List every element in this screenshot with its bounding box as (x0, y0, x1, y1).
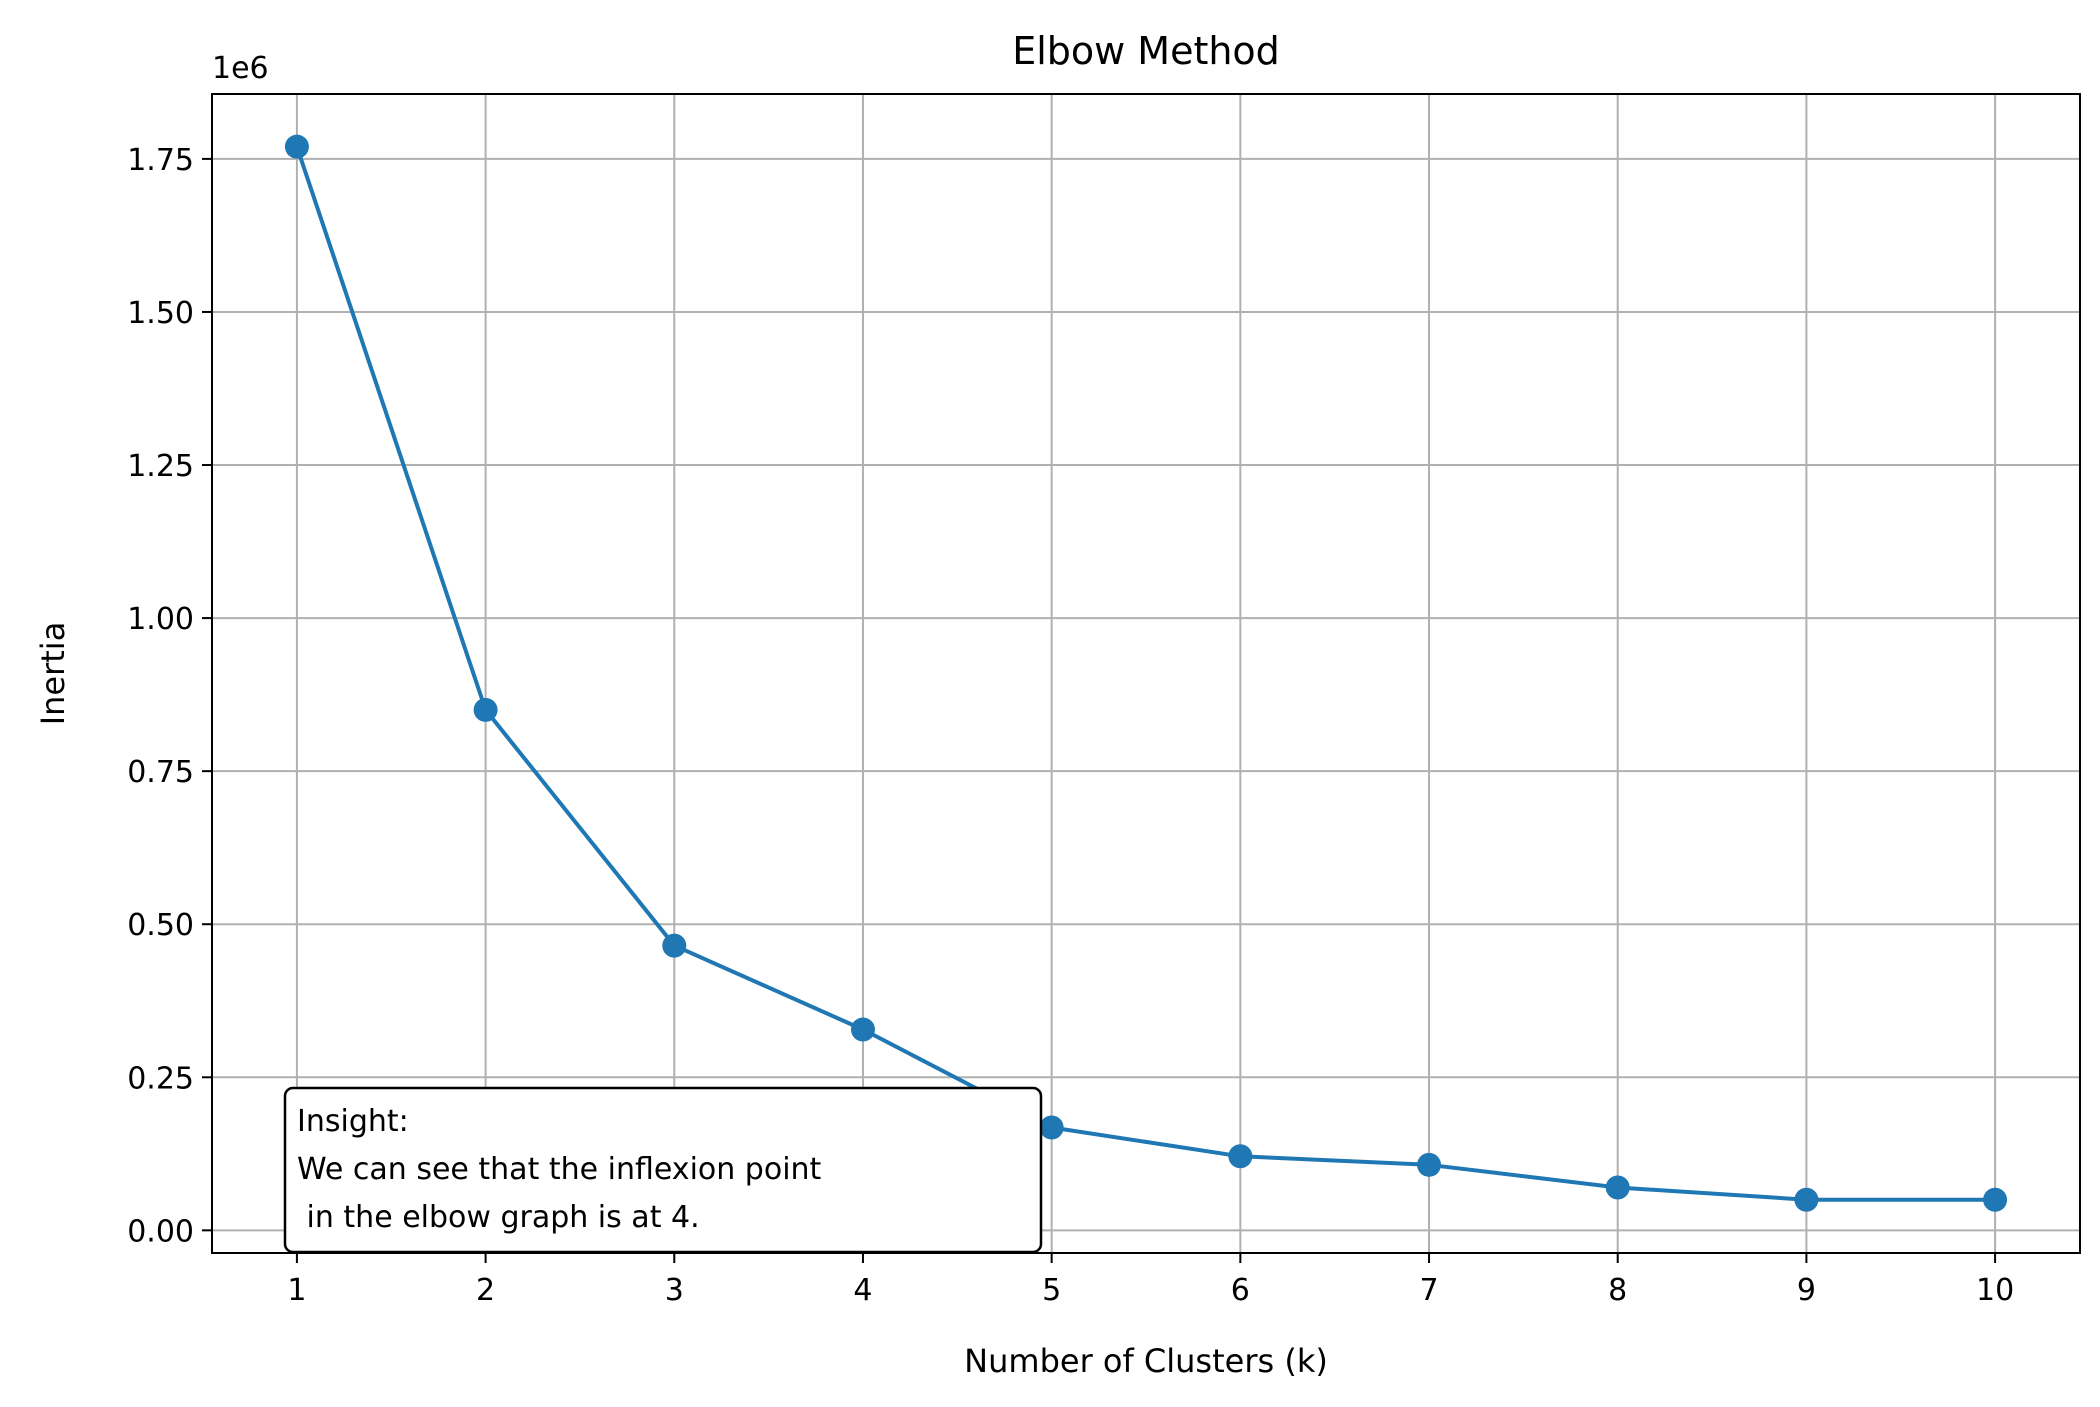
x-tick-label: 9 (1797, 1273, 1816, 1308)
x-tick-label: 6 (1231, 1273, 1250, 1308)
axis-ticks: 1 2 3 4 5 6 7 8 9 10 0.00 0.25 0.50 0.75 1.00 1.25 1.50 1… (127, 143, 2014, 1308)
data-point (1417, 1152, 1442, 1177)
y-tick-label: 1.50 (127, 296, 194, 331)
series-line (295, 146, 1996, 1202)
data-point (850, 1017, 875, 1042)
grid (212, 94, 2080, 1253)
x-tick-label: 2 (476, 1273, 495, 1308)
data-point (284, 134, 309, 159)
x-tick-label: 5 (1042, 1273, 1061, 1308)
annotation-box (283, 1086, 1043, 1254)
data-point (473, 697, 498, 722)
series (284, 134, 2008, 1212)
y-tick-label: 0.00 (127, 1214, 194, 1249)
y-tick-label: 1.25 (127, 449, 194, 484)
annotation-text: Insight: We can see that the inflexion po… (297, 1104, 822, 1235)
data-point (1605, 1175, 1630, 1200)
annotation-line: in the elbow graph is at 4. (297, 1200, 700, 1235)
x-tick-label: 4 (853, 1273, 872, 1308)
y-tick-label: 1.75 (127, 143, 194, 178)
data-point (1794, 1187, 1819, 1212)
data-point (1983, 1187, 2008, 1212)
y-tick-label: 0.25 (127, 1061, 194, 1096)
x-tick-label: 8 (1608, 1273, 1627, 1308)
x-tick-label: 7 (1419, 1273, 1438, 1308)
x-tick-label: 3 (665, 1273, 684, 1308)
annotation-line: We can see that the inflexion point (297, 1152, 822, 1187)
x-tick-label: 10 (1976, 1273, 2014, 1308)
annotation: Insight: We can see that the inflexion po… (283, 1086, 1043, 1254)
y-axis-label: Inertia (34, 622, 72, 726)
y-tick-label: 0.50 (127, 908, 194, 943)
x-axis-label: Number of Clusters (k) (964, 1342, 1328, 1380)
data-point (1039, 1115, 1064, 1140)
annotation-line: Insight: (297, 1104, 409, 1139)
chart-title: Elbow Method (1012, 29, 1280, 73)
y-tick-label: 0.75 (127, 755, 194, 790)
data-point (1228, 1144, 1253, 1169)
plot-frame (211, 93, 2081, 1254)
x-tick-label: 1 (287, 1273, 306, 1308)
data-point (662, 933, 687, 958)
y-axis-offset-label: 1e6 (212, 51, 269, 86)
y-tick-label: 1.00 (127, 602, 194, 637)
